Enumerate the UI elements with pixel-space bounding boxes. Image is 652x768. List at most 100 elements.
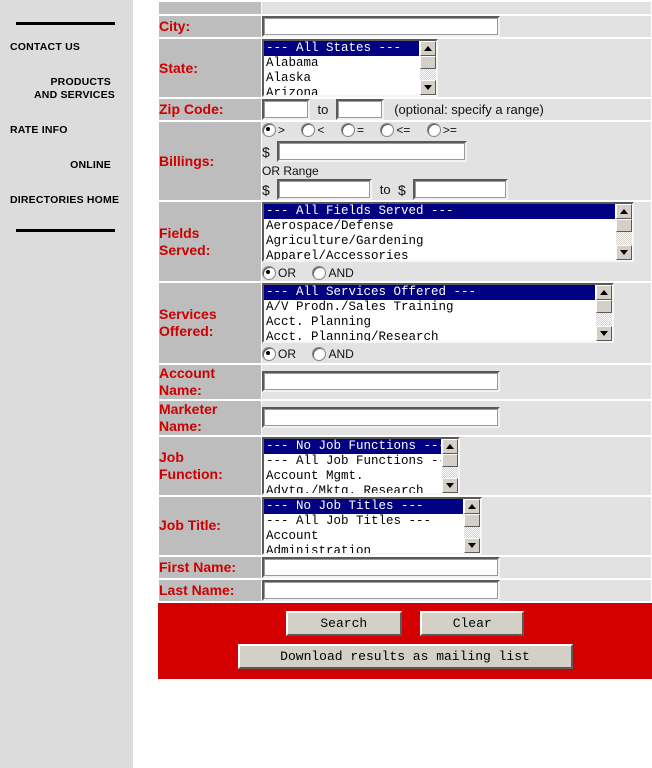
sidebar-item-rate-info[interactable]: RATE INFO [10, 124, 68, 136]
fields-served-listbox-scrollbar[interactable] [615, 204, 632, 261]
sidebar-item-online[interactable]: ONLINE [70, 159, 111, 171]
scroll-thumb[interactable] [420, 56, 436, 69]
scroll-down-button[interactable] [464, 537, 480, 553]
label-account-name-line2: Name: [159, 381, 202, 398]
state-listbox[interactable]: --- All States --- Alabama Alaska Arizon… [262, 39, 438, 97]
listbox-option[interactable]: --- All Job Titles --- [266, 513, 432, 528]
listbox-option[interactable]: Acct. Planning/Research [266, 330, 439, 342]
sidebar-item-and-services[interactable]: AND SERVICES [34, 89, 115, 101]
scroll-up-button[interactable] [464, 498, 480, 514]
listbox-option[interactable]: Arizona [266, 86, 319, 95]
listbox-option[interactable]: --- All Services Offered --- [264, 285, 595, 301]
scroll-down-button[interactable] [442, 477, 458, 493]
billings-range-to-input[interactable] [413, 179, 509, 201]
download-mailing-list-button[interactable]: Download results as mailing list [237, 643, 573, 669]
services-offered-listbox[interactable]: --- All Services Offered --- A/V Prodn./… [262, 283, 614, 344]
scroll-down-button[interactable] [616, 245, 632, 261]
zip-to-input[interactable] [335, 99, 384, 120]
sidebar-item-products[interactable]: PRODUCTS [50, 76, 111, 88]
sidebar-item-contact-us[interactable]: CONTACT US [10, 41, 81, 53]
scroll-track[interactable] [596, 313, 612, 327]
listbox-option[interactable]: Agriculture/Gardening [266, 234, 424, 249]
clear-button[interactable]: Clear [420, 610, 525, 636]
listbox-option[interactable]: Acct. Planning [266, 315, 372, 330]
listbox-option[interactable]: --- All States --- [264, 41, 419, 56]
listbox-option[interactable]: --- No Job Titles --- [264, 498, 463, 514]
listbox-option[interactable]: Alaska [266, 71, 312, 85]
billings-op-gte-label: >= [442, 123, 457, 137]
fields-served-listbox[interactable]: --- All Fields Served --- Aerospace/Defe… [262, 202, 634, 263]
billings-range-from-currency: $ [262, 181, 270, 198]
account-name-input[interactable] [262, 371, 500, 393]
job-function-listbox[interactable]: --- No Job Functions --- --- All Job Fun… [262, 436, 460, 495]
chevron-up-icon [468, 503, 476, 509]
scroll-up-button[interactable] [616, 204, 632, 220]
billings-op-gt-label: > [278, 123, 286, 137]
fields-served-or-label: OR [278, 266, 296, 281]
billings-operator-group: > < = <= >= [262, 122, 651, 138]
listbox-option[interactable]: Aerospace/Defense [266, 219, 394, 234]
row-account-name: Account Name: [159, 364, 651, 399]
zip-hint: (optional: specify a range) [394, 102, 544, 117]
job-title-listbox-scrollbar[interactable] [463, 498, 480, 553]
first-name-input[interactable] [262, 556, 500, 578]
scroll-up-button[interactable] [420, 41, 436, 56]
zip-from-input[interactable] [262, 99, 310, 120]
scroll-down-button[interactable] [420, 80, 436, 95]
listbox-option[interactable]: Account Mgmt. [266, 468, 364, 483]
billings-range-to-currency: $ [398, 181, 406, 198]
services-offered-listbox-scrollbar[interactable] [595, 285, 612, 342]
scroll-thumb[interactable] [616, 219, 632, 233]
listbox-option[interactable]: Alabama [266, 56, 319, 70]
fields-served-or-radio[interactable] [262, 266, 276, 281]
billings-amount-input[interactable] [277, 141, 468, 163]
billings-or-range-label: OR Range [262, 164, 319, 179]
last-name-input[interactable] [262, 579, 500, 601]
scroll-thumb[interactable] [442, 453, 458, 467]
services-offered-or-radio[interactable] [262, 347, 276, 362]
listbox-option[interactable]: --- All Job Functions --- [266, 453, 441, 468]
billings-op-lte-radio[interactable] [380, 123, 395, 137]
billings-op-gt-radio[interactable] [262, 123, 276, 137]
billings-op-eq-label: = [356, 123, 364, 137]
state-listbox-scrollbar[interactable] [419, 41, 436, 95]
services-offered-and-radio[interactable] [312, 347, 327, 362]
listbox-option[interactable]: Account [266, 528, 319, 543]
billings-op-eq-radio[interactable] [340, 123, 355, 137]
billings-range-from-input[interactable] [277, 179, 373, 201]
city-input[interactable] [262, 16, 500, 37]
job-function-listbox-scrollbar[interactable] [441, 438, 458, 493]
job-title-listbox[interactable]: --- No Job Titles --- --- All Job Titles… [262, 496, 482, 555]
label-services-offered: Services Offered: [159, 283, 261, 363]
listbox-option[interactable]: A/V Prodn./Sales Training [266, 300, 454, 315]
billings-range-row: $ to $ [262, 179, 651, 201]
label-services-offered-line2: Offered: [159, 323, 214, 340]
chevron-down-icon [600, 331, 608, 337]
search-button[interactable]: Search [285, 610, 402, 636]
scroll-down-button[interactable] [596, 326, 612, 342]
marketer-name-input[interactable] [262, 407, 500, 429]
scroll-track[interactable] [442, 466, 458, 478]
listbox-option[interactable]: Apparel/Accessories [266, 249, 409, 261]
chevron-down-icon [424, 85, 432, 90]
listbox-option[interactable]: Advtg./Mktg. Research [266, 483, 424, 493]
row-city: City: [159, 16, 651, 37]
scroll-track[interactable] [616, 232, 632, 246]
services-offered-or-label: OR [278, 347, 296, 362]
label-job-function: Job Function: [159, 436, 261, 495]
listbox-option[interactable]: --- All Fields Served --- [264, 204, 615, 220]
scroll-up-button[interactable] [596, 285, 612, 301]
billings-op-lt-radio[interactable] [301, 123, 316, 137]
scroll-track[interactable] [464, 526, 480, 538]
listbox-option[interactable]: --- No Job Functions --- [264, 438, 441, 454]
scroll-thumb[interactable] [596, 300, 612, 314]
row-first-name: First Name: [159, 556, 651, 578]
listbox-option[interactable]: Administration [266, 543, 372, 553]
billings-op-gte-radio[interactable] [426, 123, 441, 137]
scroll-track[interactable] [420, 69, 436, 80]
fields-served-and-radio[interactable] [312, 266, 327, 281]
sidebar-item-directories-home[interactable]: DIRECTORIES HOME [10, 194, 120, 206]
scroll-up-button[interactable] [442, 438, 458, 454]
scroll-thumb[interactable] [464, 513, 480, 527]
